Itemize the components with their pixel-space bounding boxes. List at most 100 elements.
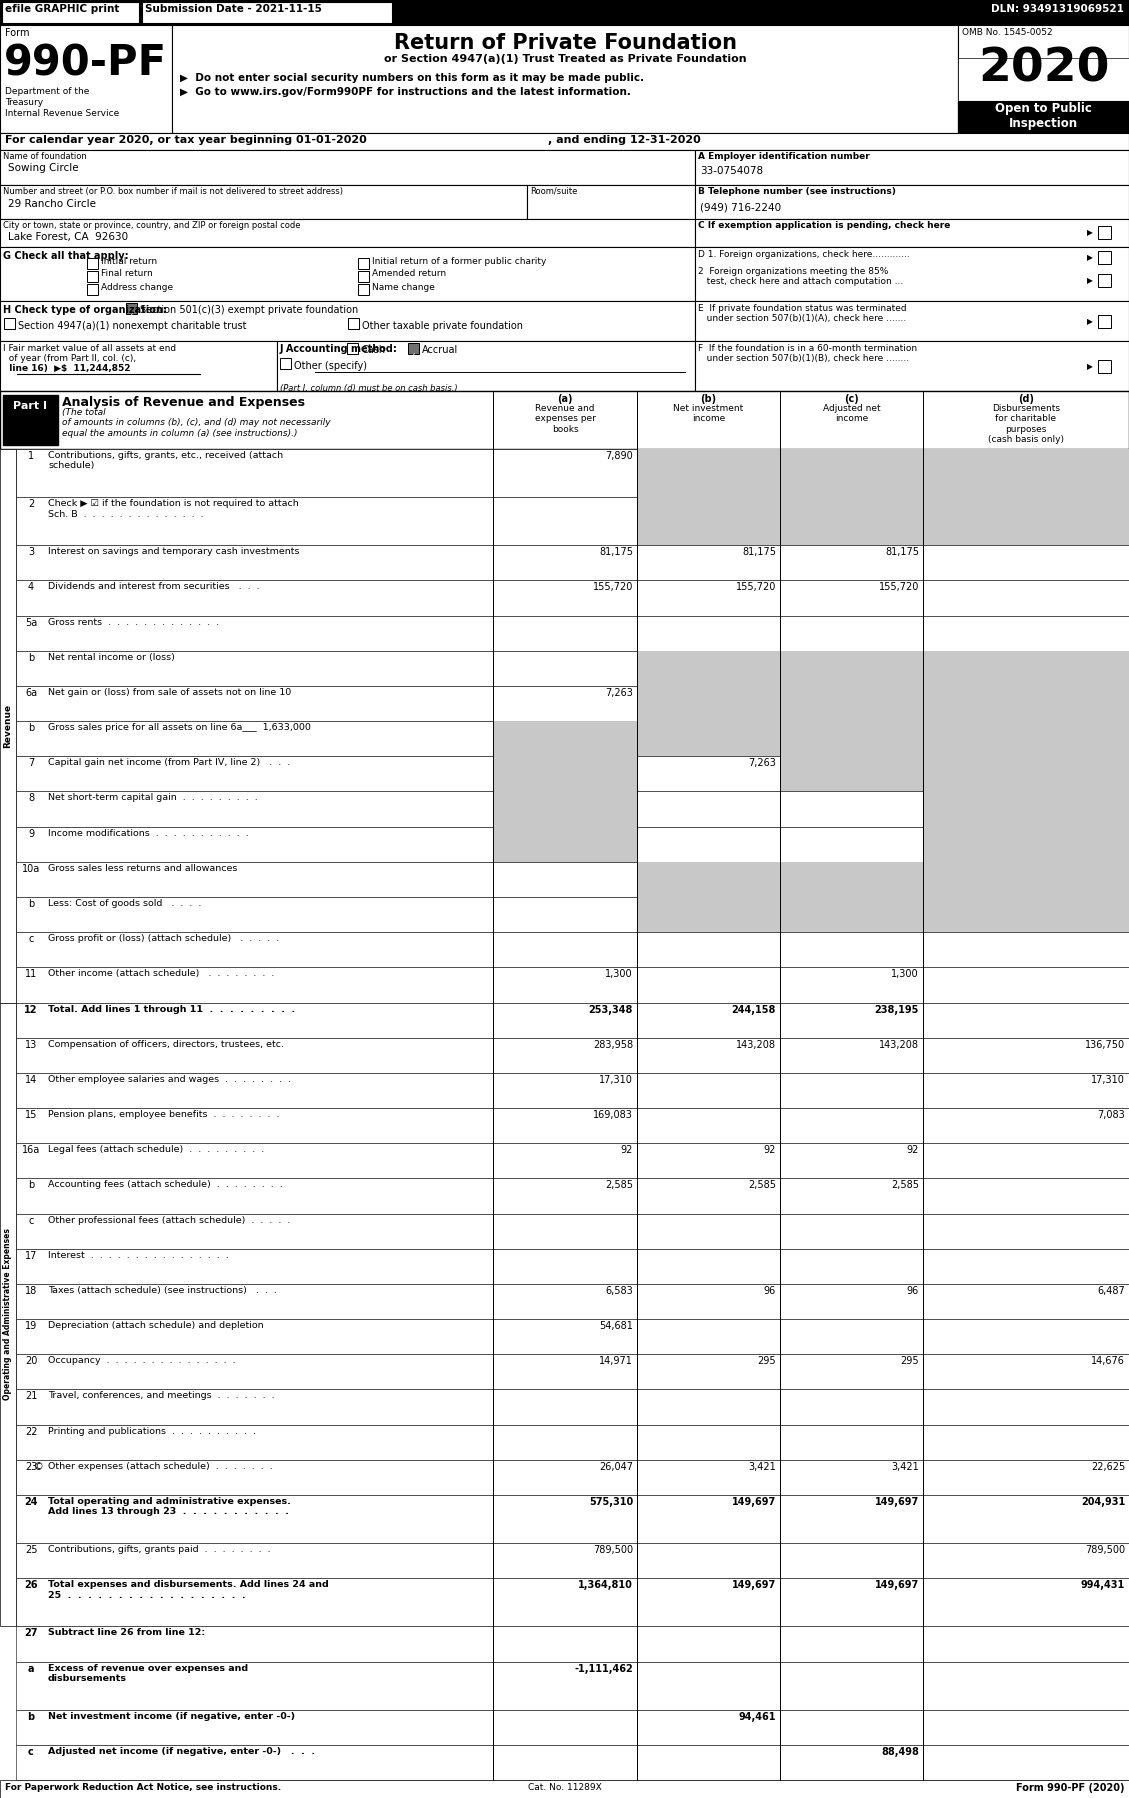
Text: Other income (attach schedule)   .  .  .  .  .  .  .  .: Other income (attach schedule) . . . . .… xyxy=(49,969,274,978)
Text: Net investment
income: Net investment income xyxy=(673,405,744,423)
Bar xyxy=(0,246,695,300)
Bar xyxy=(959,101,1129,133)
Text: Other professional fees (attach schedule)  .  .  .  .  .: Other professional fees (attach schedule… xyxy=(49,1215,290,1224)
Text: 143,208: 143,208 xyxy=(736,1039,776,1050)
Text: Department of the: Department of the xyxy=(5,86,89,95)
Text: 33-0754078: 33-0754078 xyxy=(700,165,763,176)
Bar xyxy=(2,2,139,23)
Text: 20: 20 xyxy=(25,1356,37,1366)
Text: 9: 9 xyxy=(28,829,34,838)
Text: ▶: ▶ xyxy=(1087,254,1093,263)
Bar xyxy=(637,687,780,721)
Text: City or town, state or province, country, and ZIP or foreign postal code: City or town, state or province, country… xyxy=(3,221,300,230)
Text: 14,971: 14,971 xyxy=(599,1356,633,1366)
Bar xyxy=(0,25,172,133)
Text: 1: 1 xyxy=(28,451,34,460)
Text: Check ▶ ☑ if the foundation is not required to attach
Sch. B  .  .  .  .  .  .  : Check ▶ ☑ if the foundation is not requi… xyxy=(49,500,299,518)
Text: (Part I, column (d) must be on cash basis.): (Part I, column (d) must be on cash basi… xyxy=(280,385,457,394)
Text: 18: 18 xyxy=(25,1286,37,1296)
Bar xyxy=(142,2,392,23)
Text: ✓: ✓ xyxy=(409,352,417,361)
Text: Final return: Final return xyxy=(100,270,152,279)
Text: Total. Add lines 1 through 11  .  .  .  .  .  .  .  .  .: Total. Add lines 1 through 11 . . . . . … xyxy=(49,1005,296,1014)
Bar xyxy=(637,496,780,545)
Bar xyxy=(16,1037,1129,1073)
Text: 7,890: 7,890 xyxy=(605,451,633,460)
Bar xyxy=(16,1178,1129,1214)
Text: J Accounting method:: J Accounting method: xyxy=(280,343,397,354)
Text: Adjusted net
income: Adjusted net income xyxy=(823,405,881,423)
Text: ©: © xyxy=(34,1462,44,1473)
Text: Net investment income (if negative, enter -0-): Net investment income (if negative, ente… xyxy=(49,1712,295,1721)
Bar xyxy=(16,615,1129,651)
Text: Excess of revenue over expenses and
disbursements: Excess of revenue over expenses and disb… xyxy=(49,1663,248,1683)
Bar xyxy=(695,342,1129,390)
Text: ▶: ▶ xyxy=(1087,228,1093,237)
Text: (b): (b) xyxy=(700,394,717,405)
Bar xyxy=(924,861,1129,897)
Text: 1,364,810: 1,364,810 xyxy=(578,1580,633,1589)
Text: or Section 4947(a)(1) Trust Treated as Private Foundation: or Section 4947(a)(1) Trust Treated as P… xyxy=(384,54,746,65)
Text: 149,697: 149,697 xyxy=(875,1498,919,1507)
Bar xyxy=(637,721,780,757)
Text: For Paperwork Reduction Act Notice, see instructions.: For Paperwork Reduction Act Notice, see … xyxy=(5,1784,281,1793)
Bar xyxy=(924,791,1129,827)
Bar xyxy=(16,861,1129,897)
Text: 789,500: 789,500 xyxy=(1085,1544,1124,1555)
Text: 17,310: 17,310 xyxy=(1091,1075,1124,1084)
Bar xyxy=(780,651,924,687)
Bar xyxy=(16,545,1129,581)
Bar xyxy=(16,827,1129,861)
Text: Capital gain net income (from Part IV, line 2)   .  .  .: Capital gain net income (from Part IV, l… xyxy=(49,759,290,768)
Bar xyxy=(493,721,637,757)
Text: Other (specify): Other (specify) xyxy=(294,361,367,370)
Text: 6,583: 6,583 xyxy=(605,1286,633,1296)
Bar xyxy=(358,284,369,295)
Text: Net gain or (loss) from sale of assets not on line 10: Net gain or (loss) from sale of assets n… xyxy=(49,689,291,698)
Text: ▶  Go to www.irs.gov/Form990PF for instructions and the latest information.: ▶ Go to www.irs.gov/Form990PF for instru… xyxy=(180,86,631,97)
Text: 3: 3 xyxy=(28,547,34,557)
Bar xyxy=(695,300,1129,342)
Bar xyxy=(348,318,359,329)
Bar xyxy=(16,1108,1129,1144)
Bar xyxy=(780,757,924,791)
Text: 11: 11 xyxy=(25,969,37,980)
Text: 283,958: 283,958 xyxy=(593,1039,633,1050)
Text: Operating and Administrative Expenses: Operating and Administrative Expenses xyxy=(3,1228,12,1401)
Bar xyxy=(959,25,1129,133)
Text: 2,585: 2,585 xyxy=(605,1179,633,1190)
Text: 136,750: 136,750 xyxy=(1085,1039,1124,1050)
Bar xyxy=(16,1284,1129,1320)
Bar xyxy=(16,721,1129,757)
Text: b: b xyxy=(28,1179,34,1190)
Bar xyxy=(959,58,1129,101)
Bar xyxy=(1099,252,1111,264)
Text: Revenue: Revenue xyxy=(3,703,12,748)
Text: Contributions, gifts, grants, etc., received (attach
schedule): Contributions, gifts, grants, etc., rece… xyxy=(49,451,283,471)
Bar xyxy=(637,861,780,897)
Bar xyxy=(924,450,1129,496)
Text: Interest  .  .  .  .  .  .  .  .  .  .  .  .  .  .  .  .: Interest . . . . . . . . . . . . . . . . xyxy=(49,1251,229,1260)
Bar xyxy=(637,450,780,496)
Bar xyxy=(16,967,1129,1003)
Text: 25: 25 xyxy=(25,1544,37,1555)
Text: 7,263: 7,263 xyxy=(749,759,776,768)
Text: Address change: Address change xyxy=(100,282,173,291)
Text: 253,348: 253,348 xyxy=(588,1005,633,1014)
Bar xyxy=(0,185,527,219)
Text: 3,421: 3,421 xyxy=(891,1462,919,1473)
Bar xyxy=(637,897,780,931)
Text: 4: 4 xyxy=(28,583,34,592)
Text: DLN: 93491319069521: DLN: 93491319069521 xyxy=(991,4,1124,14)
Text: Section 4947(a)(1) nonexempt charitable trust: Section 4947(a)(1) nonexempt charitable … xyxy=(18,322,246,331)
Bar xyxy=(924,897,1129,931)
Bar xyxy=(0,219,695,246)
Text: 295: 295 xyxy=(900,1356,919,1366)
Text: 2  Foreign organizations meeting the 85%
   test, check here and attach computat: 2 Foreign organizations meeting the 85% … xyxy=(698,266,903,286)
Text: Other employee salaries and wages  .  .  .  .  .  .  .  .: Other employee salaries and wages . . . … xyxy=(49,1075,291,1084)
Text: H Check type of organization:: H Check type of organization: xyxy=(3,306,167,315)
Bar xyxy=(0,149,695,185)
Text: 81,175: 81,175 xyxy=(885,547,919,557)
Text: 295: 295 xyxy=(758,1356,776,1366)
Text: 94,461: 94,461 xyxy=(738,1712,776,1722)
